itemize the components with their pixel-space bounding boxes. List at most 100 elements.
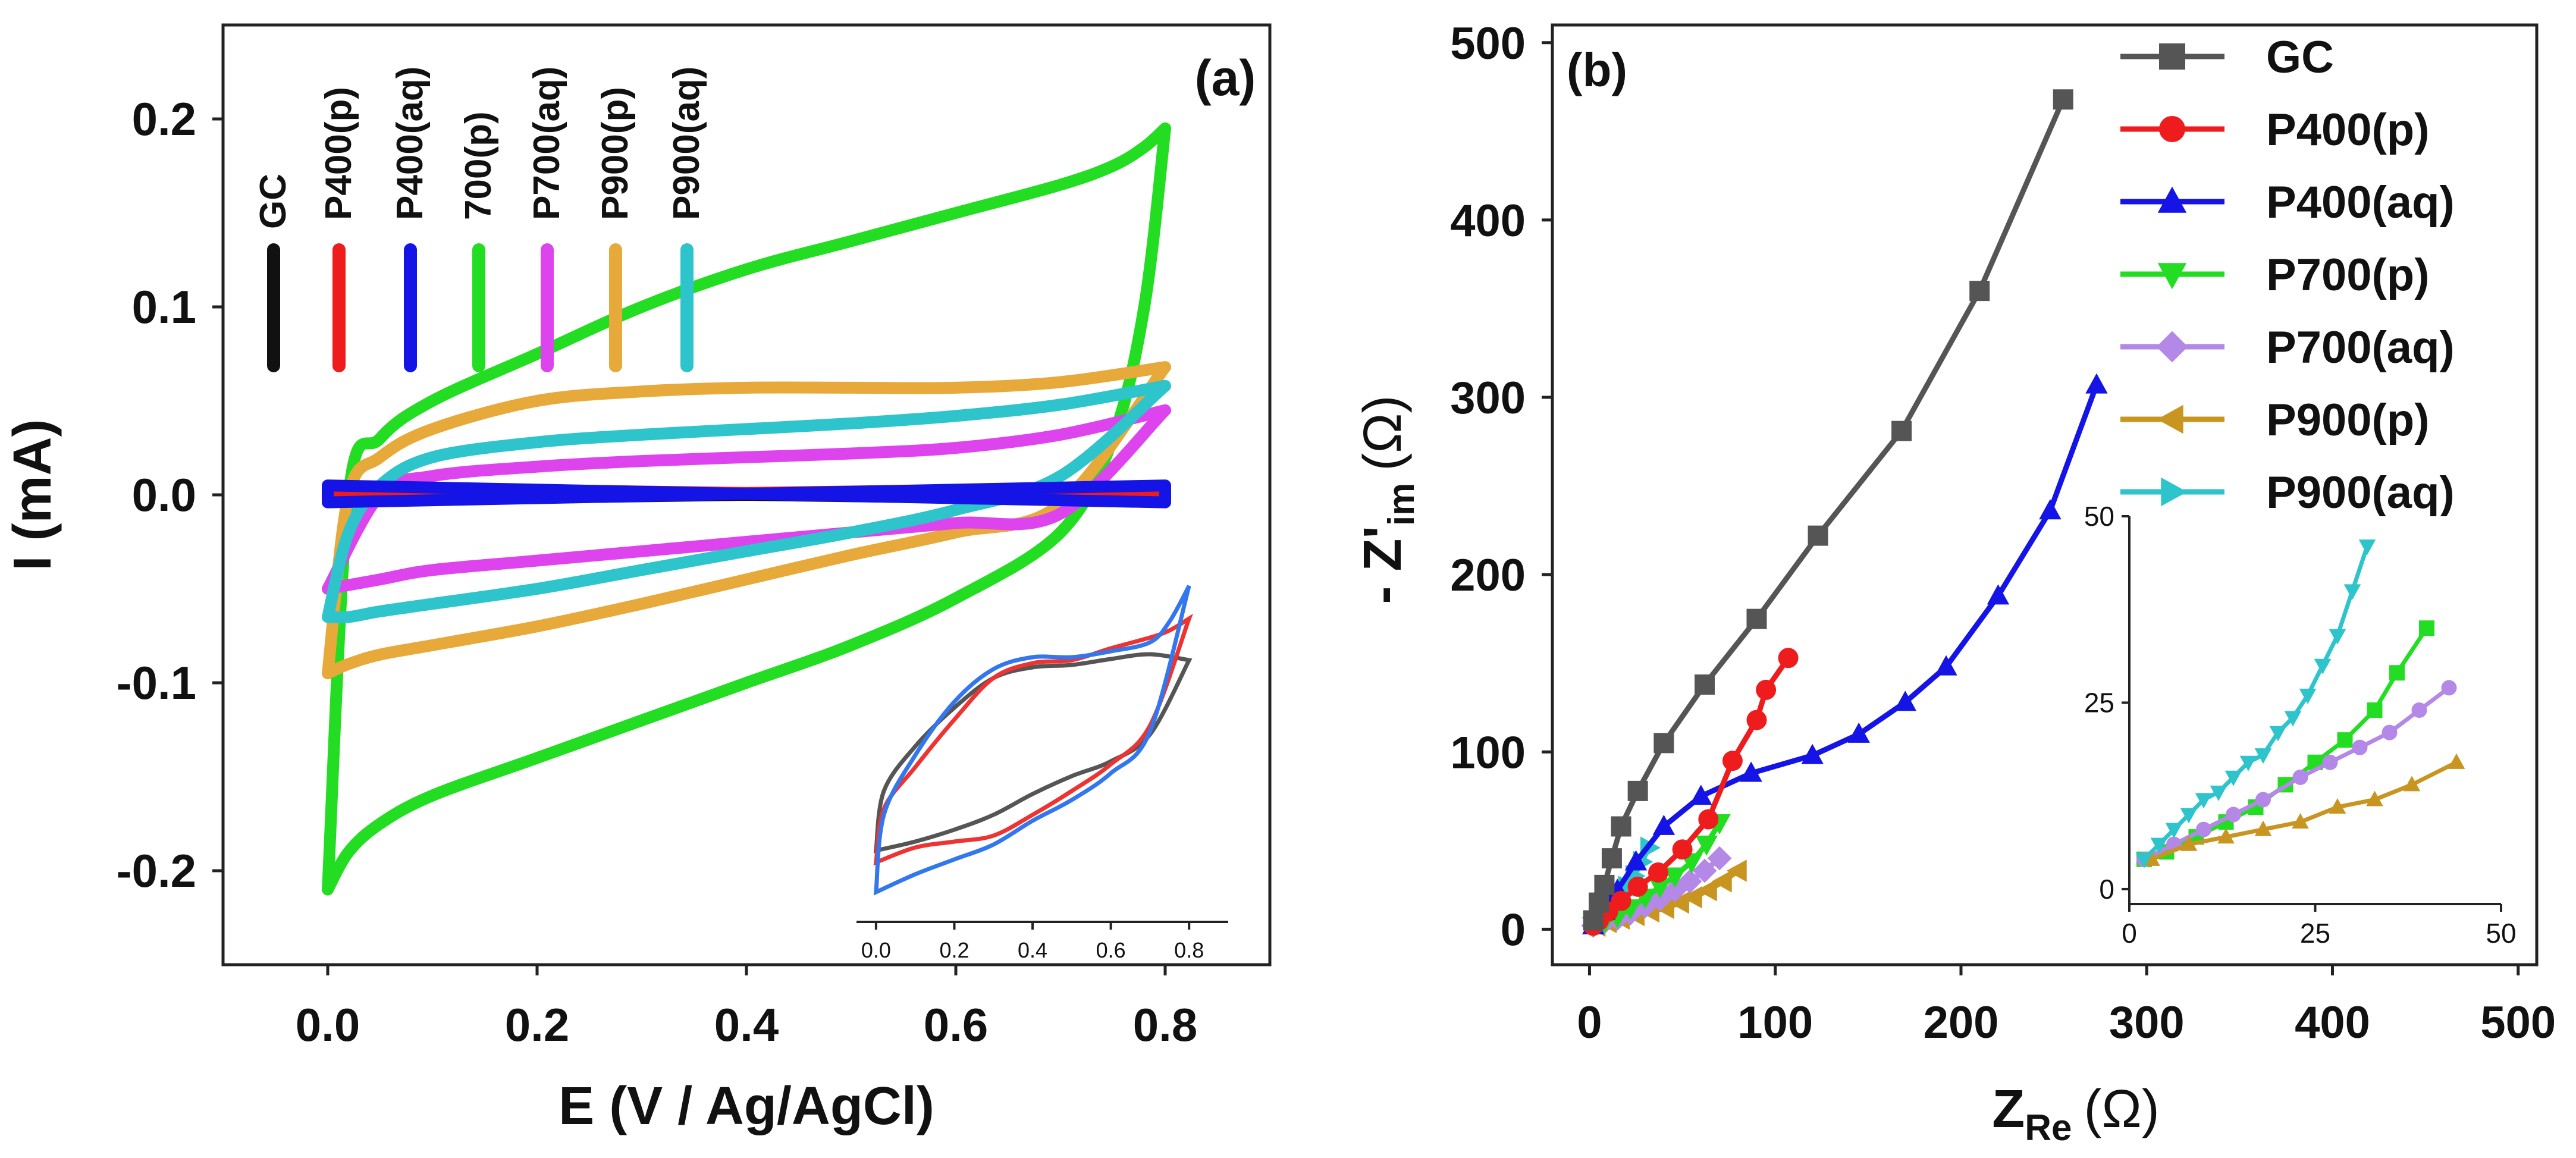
panel-a-legend: GC P400(p) P400(aq) 700(p) P700(aq) P900(p) P9… xyxy=(253,67,707,372)
panel-b-legend-label-p900-p: P900(p) xyxy=(2266,395,2430,445)
cv-curve-p900-aq xyxy=(322,379,1171,624)
panel-b-x-axis-unit: (Ω) xyxy=(2084,1079,2160,1139)
panel-b-legend-label-p400-p: P400(p) xyxy=(2266,105,2430,155)
panel-b-legend-marker-p700-aq xyxy=(2156,331,2188,363)
eis-marker-p400-aq xyxy=(1690,784,1712,805)
cv-curve-p400-aq xyxy=(322,479,1171,509)
panel-b-legend-marker-p400-aq xyxy=(2157,186,2187,213)
panel-b-inset-marker-p900-aq xyxy=(2329,629,2346,645)
eis-marker-p400-p xyxy=(1648,862,1668,883)
panel-b-legend-marker-p900-aq xyxy=(2161,477,2188,507)
eis-marker-p400-aq xyxy=(1652,814,1676,835)
panel-a-inset: 0.0 0.2 0.4 0.6 0.8 xyxy=(856,585,1228,962)
panel-b-inset-marker-p900-p xyxy=(2448,753,2465,769)
eis-marker-p400-aq xyxy=(1740,761,1762,782)
eis-marker-p400-aq xyxy=(1987,584,2010,605)
eis-line-gc xyxy=(1590,98,2066,921)
eis-marker-p400-aq xyxy=(2085,373,2108,394)
panel-b-x-axis-sub: Re xyxy=(2025,1107,2072,1148)
eis-marker-p400-aq xyxy=(2039,499,2062,520)
eis-line-p400-aq xyxy=(1591,384,2100,928)
panel-b-x-axis-main: Z xyxy=(1992,1079,2025,1139)
eis-marker-p400-aq xyxy=(1935,655,1957,676)
panel-b-y-tick-label: 300 xyxy=(1450,373,1526,423)
panel-a-y-axis-label: I (mA) xyxy=(3,419,62,571)
panel-b-inset-marker-p900-aq xyxy=(2239,755,2257,771)
panel-b-inset-marker-p700-p xyxy=(2419,620,2434,636)
panel-a-x-tick-label: 0.8 xyxy=(1133,999,1197,1051)
eis-marker-gc xyxy=(1969,281,1990,302)
panel-b-inset-marker-p900-p xyxy=(2366,790,2383,806)
panel-b-legend-marker-p700-p xyxy=(2157,263,2187,290)
panel-a-x-tick-label: 0.4 xyxy=(714,999,779,1051)
cv-curve-p700-aq xyxy=(322,404,1171,595)
panel-a-inset-curve-p400-p xyxy=(873,613,1193,866)
eis-marker-p400-aq xyxy=(1624,850,1648,871)
panel-b-inset-series-p900-aq xyxy=(2135,539,2376,868)
eis-marker-p900-p xyxy=(1653,896,1674,920)
eis-marker-p400-p xyxy=(1756,679,1777,700)
panel-a-legend-label-gc: GC xyxy=(253,174,294,229)
panel-a-legend-label-p900-p: P900(p) xyxy=(595,87,636,220)
eis-marker-p400-p xyxy=(1611,890,1631,911)
panel-b-legend: GC P400(p) P400(aq) P700(p) P700(aq) P900(p) P… xyxy=(2120,32,2455,518)
panel-b-y-axis-label: - Z'im (Ω) xyxy=(1353,396,1422,604)
panel-b-x-ticks: 0 100 200 300 400 500 xyxy=(1577,965,2556,1048)
panel-b-legend-label-p700-aq: P700(aq) xyxy=(2266,322,2455,373)
panel-b-inset-marker-p700-aq xyxy=(2255,792,2271,808)
panel-a: 0.0 0.2 0.4 0.6 0.8 0.2 0.1 0.0 -0.1 -0.2 GC P400… xyxy=(3,23,1272,1136)
panel-b-y-axis-main: - Z' xyxy=(1353,526,1413,604)
panel-b-y-ticks: 0 100 200 300 400 500 xyxy=(1450,18,1552,955)
eis-marker-gc xyxy=(1746,608,1767,629)
panel-b-inset-marker-p900-aq xyxy=(2165,823,2183,839)
panel-b-inset-y-tick-label: 25 xyxy=(2084,687,2114,718)
panel-b-inset-series-p900-p xyxy=(2143,753,2465,866)
panel-b-inset-marker-p900-aq xyxy=(2180,808,2198,824)
panel-b-inset: 0 25 50 0 25 50 xyxy=(2084,501,2517,949)
panel-b-inset-marker-p900-aq xyxy=(2135,852,2153,868)
panel-a-inset-x-tick-label: 0.2 xyxy=(939,938,969,962)
eis-marker-p700-aq xyxy=(1677,869,1702,894)
panel-a-x-tick-label: 0.2 xyxy=(505,999,569,1051)
panel-b-legend-label-p700-p: P700(p) xyxy=(2266,250,2430,300)
eis-marker-gc xyxy=(1653,733,1674,754)
eis-marker-p900-p xyxy=(1711,870,1732,893)
panel-b-inset-marker-p900-p xyxy=(2217,828,2235,844)
panel-a-legend-label-p700-aq: P700(aq) xyxy=(526,67,567,220)
eis-marker-p700-aq xyxy=(1692,858,1717,883)
panel-b-legend-label-p400-aq: P400(aq) xyxy=(2266,177,2455,228)
eis-marker-p900-p xyxy=(1681,886,1702,909)
eis-marker-p400-p xyxy=(1722,751,1743,771)
panel-b-inset-x-tick-label: 25 xyxy=(2300,918,2330,949)
panel-b-inset-line-p900-aq xyxy=(2142,545,2370,861)
panel-b-inset-marker-p900-p xyxy=(2254,820,2272,836)
eis-marker-p700-p xyxy=(1695,835,1718,856)
eis-marker-gc xyxy=(1589,892,1609,913)
panel-a-inset-x-tick-label: 0.8 xyxy=(1174,938,1204,962)
eis-marker-p400-p xyxy=(1746,710,1767,730)
panel-b-legend-marker-p400-p xyxy=(2159,116,2185,142)
panel-b-y-tick-label: 200 xyxy=(1450,550,1526,601)
panel-b-inset-marker-p900-p xyxy=(2403,776,2421,792)
panel-b-inset-y-tick-label: 50 xyxy=(2084,501,2114,532)
panel-a-inset-x-tick-label: 0.4 xyxy=(1018,938,1047,962)
panel-b-legend-marker-gc xyxy=(2159,43,2185,70)
panel-b-x-tick-label: 400 xyxy=(2295,997,2370,1048)
panel-b-inset-marker-p700-aq xyxy=(2322,754,2338,770)
eis-marker-gc xyxy=(1594,874,1615,895)
panel-b-y-tick-label: 400 xyxy=(1450,196,1526,246)
panel-b-inset-y-tick-label: 0 xyxy=(2099,874,2114,905)
panel-b-label: (b) xyxy=(1567,43,1627,96)
panel-b-inset-marker-p900-aq xyxy=(2314,658,2332,674)
panel-a-legend-label-p400-aq: P400(aq) xyxy=(390,67,431,220)
eis-marker-p400-aq xyxy=(1847,722,1870,743)
panel-b-inset-marker-p900-aq xyxy=(2195,793,2213,809)
eis-marker-gc xyxy=(1601,848,1622,869)
eis-marker-p900-p xyxy=(1726,859,1747,882)
panel-b-plot-frame xyxy=(1551,23,2539,966)
panel-b-inset-series-p700-aq xyxy=(2136,680,2457,867)
panel-b-x-tick-label: 500 xyxy=(2480,997,2556,1048)
cv-curve-p900-p xyxy=(322,361,1171,680)
